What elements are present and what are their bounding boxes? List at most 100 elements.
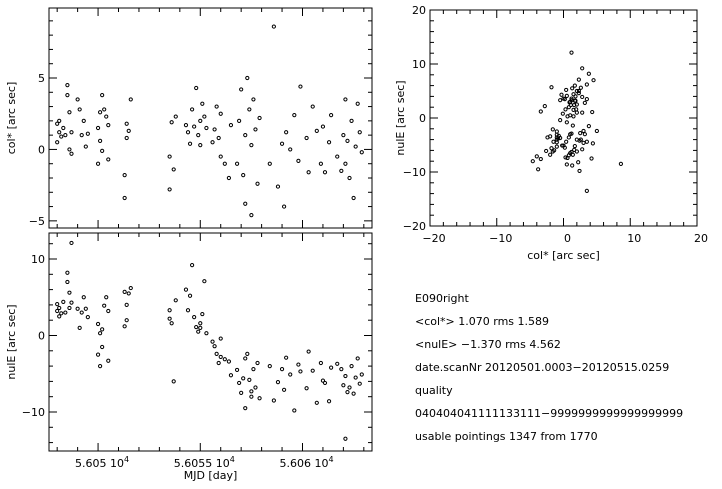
data-point [314,128,319,133]
data-point [61,125,66,131]
data-point [580,110,585,115]
data-point [345,390,350,395]
data-point [212,344,217,349]
x-tick-label: 5.606 104 [279,455,333,470]
data-point [562,145,567,150]
y-tick-label: 10 [412,58,426,71]
data-point [67,305,72,311]
data-point [343,161,348,166]
data-point [347,175,352,181]
data-point [69,300,74,305]
data-point [98,363,103,369]
data-point [572,83,577,88]
info-usable-pointings: usable pointings 1347 from 1770 [415,430,598,443]
data-point [251,97,256,102]
x-tick-label: −10 [489,232,512,245]
data-point [329,113,334,118]
data-point [102,107,107,112]
data-point [586,124,591,129]
data-point [580,66,585,71]
data-point [216,360,221,366]
data-point [530,159,535,164]
data-point [198,118,203,123]
y-tick-label: 5 [38,72,45,85]
data-point [63,310,68,315]
data-point [249,389,254,394]
data-point [304,135,309,141]
data-point [550,149,555,154]
data-point [237,380,242,386]
data-point [349,363,354,369]
data-point [222,161,227,166]
data-point [549,146,554,151]
data-point [75,306,80,311]
data-point [548,152,553,157]
data-point [126,291,131,296]
data-point [341,133,346,138]
data-point [569,98,574,103]
data-point [353,144,358,149]
y-axis-label: nulE [arc sec] [5,304,18,379]
data-point [212,127,217,132]
data-point [310,368,315,373]
data-point [267,161,272,166]
data-point [569,131,574,136]
x-tick-label: 0 [564,232,571,245]
data-point [359,150,364,155]
y-tick-label: −20 [403,220,426,233]
data-point [572,147,577,152]
data-point [196,329,201,334]
data-point [190,107,195,112]
info-nul-stats: <nulE> −1.370 rms 4.562 [415,338,561,351]
data-point [564,93,569,98]
data-point [55,140,60,145]
data-point [550,127,555,132]
data-point [591,78,596,83]
data-point [582,100,587,105]
data-point [572,143,577,149]
data-point [351,391,356,396]
data-point [577,168,582,174]
data-point [218,111,223,116]
data-point [564,87,569,93]
data-point [185,308,191,313]
data-point [239,87,244,92]
data-point [59,134,64,139]
data-point [241,173,246,178]
data-point [288,147,293,152]
data-point [322,170,328,175]
data-point [589,156,594,161]
data-point [106,123,111,128]
data-point [69,130,74,135]
data-point [563,107,568,112]
data-point [106,157,111,162]
data-point [582,132,587,137]
data-point [200,311,205,317]
data-point [167,308,172,313]
data-point [122,289,127,294]
data-point [357,130,362,135]
data-point [226,175,231,181]
data-point [568,113,573,118]
data-point [318,360,323,366]
plot-frame [429,9,698,227]
data-point [173,298,178,303]
data-point [584,139,589,144]
data-point [275,380,281,385]
data-point [77,325,82,330]
data-point [249,143,254,148]
data-point [75,97,80,102]
data-point [190,263,195,268]
data-point [171,167,176,172]
data-point [128,285,133,291]
data-point [234,367,240,373]
data-point [83,144,88,149]
data-point [296,362,301,367]
data-point [95,352,101,357]
info-title: E090right [415,292,469,305]
data-point [554,129,559,134]
x-axis-label: MJD [day] [184,469,238,482]
data-point [306,170,311,175]
data-point [569,50,574,55]
data-point [564,120,569,125]
